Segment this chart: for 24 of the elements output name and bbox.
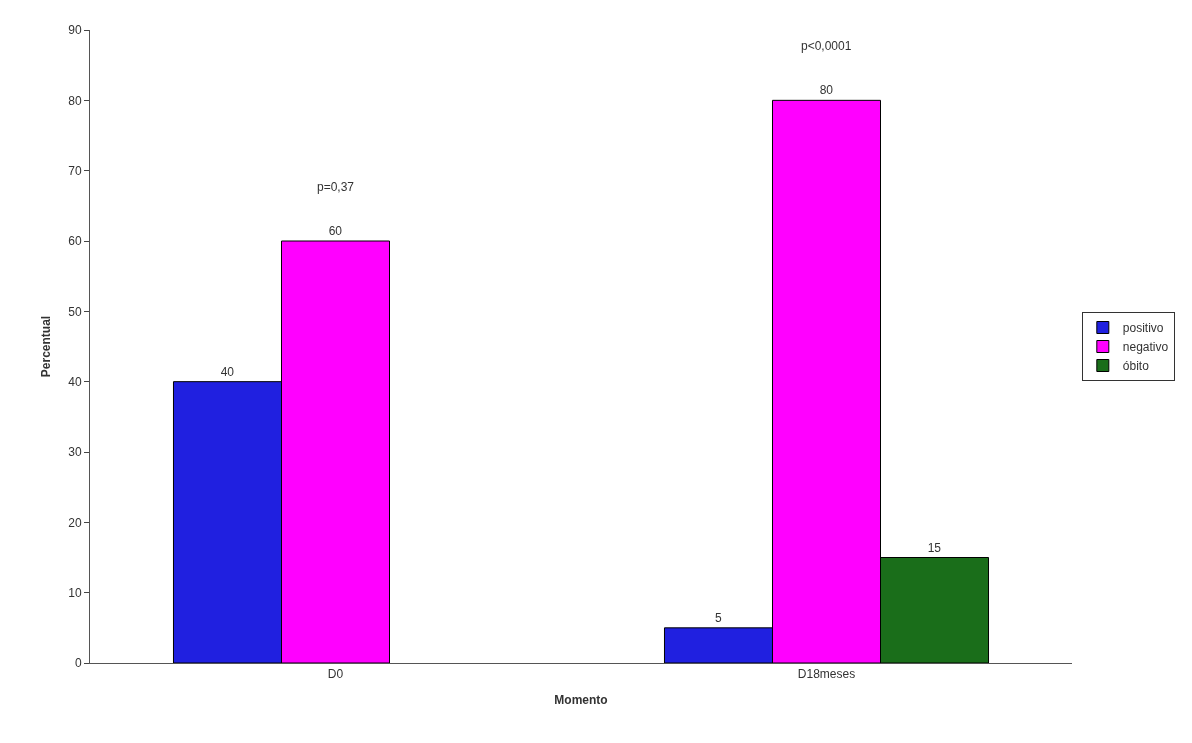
x-tick-label: D0 <box>327 667 344 682</box>
y-tick-label: 50 <box>68 304 82 319</box>
y-tick-label: 90 <box>68 23 82 38</box>
data-label: 15 <box>927 540 942 555</box>
data-label: 60 <box>328 224 343 238</box>
y-tick-label: 70 <box>68 163 82 178</box>
x-axis-title: Momento <box>554 693 608 708</box>
y-tick-label: 60 <box>68 234 82 249</box>
y-tick-label: 80 <box>68 93 82 108</box>
y-tick-label: 30 <box>68 445 82 460</box>
data-label: 5 <box>714 610 722 625</box>
data-label: 80 <box>819 83 834 98</box>
legend-label: óbito <box>1122 359 1150 374</box>
x-tick-label: D18meses <box>797 667 856 682</box>
y-tick-label: 10 <box>68 585 82 600</box>
data-label: 40 <box>220 364 235 379</box>
y-tick-label: 40 <box>68 374 82 389</box>
annotation: p<0,0001 <box>801 39 852 53</box>
annotation: p=0,37 <box>317 180 355 194</box>
y-axis-title: Percentual <box>38 315 53 378</box>
legend-label: positivo <box>1122 321 1164 336</box>
y-tick-label: 0 <box>74 656 82 671</box>
y-tick-label: 20 <box>68 515 82 530</box>
legend-label: negativo <box>1122 340 1169 355</box>
